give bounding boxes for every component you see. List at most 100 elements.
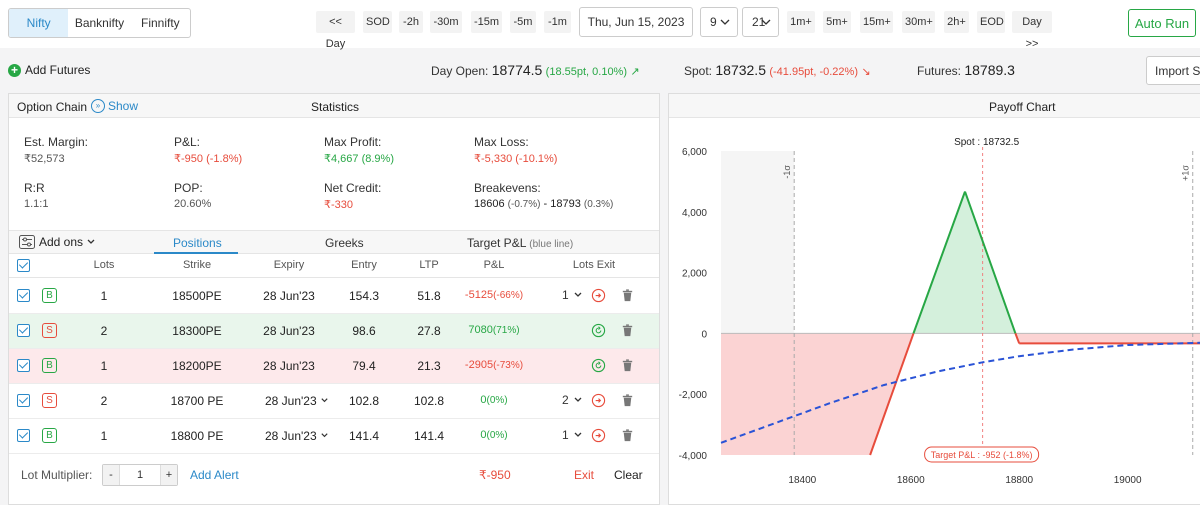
decrement-button[interactable]: - [103, 465, 119, 485]
buy-badge[interactable]: B [42, 288, 57, 303]
row-checkbox[interactable] [17, 429, 30, 442]
exit-lots-select[interactable]: 2 [562, 393, 583, 407]
table-row: S 2 18700 PE 28 Jun'23 102.8 102.8 0(0%) 2 [9, 384, 659, 419]
est-margin-value: ₹52,573 [24, 153, 65, 165]
breakeven-1-pct: (-0.7%) [507, 199, 541, 210]
trash-icon[interactable] [620, 393, 635, 408]
increment-button[interactable]: + [161, 465, 177, 485]
re-enter-icon[interactable] [591, 323, 606, 338]
minute-select[interactable]: 21 [742, 7, 779, 37]
rr-label: R:R [24, 181, 45, 195]
date-picker[interactable]: Thu, Jun 15, 2023 [579, 7, 693, 37]
plus-30m-button[interactable]: 30m+ [902, 11, 935, 33]
col-ltp: LTP [419, 259, 439, 271]
prev-day-button[interactable]: << Day [316, 11, 355, 50]
option-chain-title: Option Chain [17, 100, 88, 114]
sod-button[interactable]: SOD [363, 11, 392, 33]
re-enter-icon[interactable] [591, 358, 606, 373]
row-ltp: 141.4 [413, 429, 445, 443]
day-open-label: Day Open: [431, 64, 489, 78]
plus-circle-icon: + [8, 63, 21, 77]
exit-position-icon[interactable] [591, 393, 606, 408]
breakeven-2-value: 18793 [550, 198, 581, 210]
x-tick-label: 18800 [1005, 475, 1033, 486]
minus-30m-button[interactable]: -30m [430, 11, 462, 33]
select-all-checkbox[interactable] [17, 259, 30, 272]
auto-run-button[interactable]: Auto Run [1128, 9, 1196, 37]
trash-icon[interactable] [620, 288, 635, 303]
next-day-button[interactable]: Day >> [1012, 11, 1052, 50]
day-open-value: 18774.5 [491, 62, 543, 78]
tab-target-pnl[interactable]: Target P&L (blue line) [467, 236, 573, 250]
trash-icon[interactable] [620, 428, 635, 443]
row-expiry-select[interactable]: 28 Jun'23 [257, 429, 337, 443]
y-tick-label: 6,000 [682, 147, 707, 158]
row-expiry-select[interactable]: 28 Jun'23 [257, 394, 337, 408]
plus-15m-button[interactable]: 15m+ [860, 11, 893, 33]
tab-positions[interactable]: Positions [173, 236, 222, 250]
add-ons-dropdown[interactable]: Add ons [19, 235, 96, 249]
sell-badge[interactable]: S [42, 393, 57, 408]
sell-badge[interactable]: S [42, 323, 57, 338]
plus-1m-button[interactable]: 1m+ [787, 11, 815, 33]
max-profit-pct: (8.9%) [361, 153, 394, 165]
trash-icon[interactable] [620, 358, 635, 373]
minute-value: 21 [752, 15, 766, 29]
tab-finnifty[interactable]: Finnifty [140, 16, 180, 30]
double-chevron-icon: » [91, 99, 105, 113]
minus-1m-button[interactable]: -1m [544, 11, 571, 33]
import-button[interactable]: Import S [1146, 56, 1200, 85]
add-alert-button[interactable]: Add Alert [190, 468, 239, 482]
max-loss-label: Max Loss: [474, 135, 529, 149]
buy-badge[interactable]: B [42, 358, 57, 373]
lot-multiplier-input[interactable]: 1 [119, 465, 161, 485]
col-strike: Strike [182, 259, 212, 271]
payoff-chart[interactable]: 6,000 4,000 2,000 0 -2,000 -4,000 -1σ +1σ Spot :… [669, 119, 1200, 504]
payoff-segment [964, 191, 1017, 334]
hour-select[interactable]: 9 [700, 7, 738, 37]
eod-button[interactable]: EOD [977, 11, 1005, 33]
row-lots: 1 [100, 359, 108, 373]
clear-button[interactable]: Clear [614, 468, 643, 482]
exit-position-icon[interactable] [591, 428, 606, 443]
plus-2h-button[interactable]: 2h+ [944, 11, 969, 33]
spot-change: (-41.95pt, -0.22%) [769, 66, 858, 78]
total-pnl: ₹-950 [479, 468, 511, 482]
exit-button[interactable]: Exit [574, 468, 595, 482]
x-tick-label: 19000 [1114, 475, 1142, 486]
show-option-chain-button[interactable]: » Show [91, 99, 138, 113]
trash-icon[interactable] [620, 323, 635, 338]
row-strike: 18500PE [172, 289, 222, 303]
sliders-icon [19, 235, 35, 249]
col-lots: Lots [93, 259, 115, 271]
row-checkbox[interactable] [17, 289, 30, 302]
chevron-down-icon [321, 433, 328, 438]
exit-position-icon[interactable] [591, 288, 606, 303]
tab-nifty[interactable]: Nifty [9, 9, 69, 37]
tab-greeks[interactable]: Greeks [325, 236, 364, 250]
net-credit-label: Net Credit: [324, 181, 382, 195]
chevron-down-icon [574, 432, 582, 437]
exit-lots-select[interactable]: 1 [562, 428, 583, 442]
exit-lots-select[interactable]: 1 [562, 288, 583, 302]
profit-area [913, 191, 1016, 334]
add-futures-button[interactable]: + Add Futures [8, 63, 90, 77]
positions-table-header: Lots Strike Expiry Entry LTP P&L Lots Ex… [9, 254, 659, 278]
row-checkbox[interactable] [17, 359, 30, 372]
tab-banknifty[interactable]: Banknifty [74, 16, 125, 30]
row-checkbox[interactable] [17, 324, 30, 337]
rr-value: 1.1:1 [24, 198, 49, 210]
show-label: Show [108, 99, 139, 113]
plus-5m-button[interactable]: 5m+ [823, 11, 851, 33]
minus-5m-button[interactable]: -5m [510, 11, 536, 33]
net-credit-stat: Net Credit: ₹-330 [324, 181, 381, 211]
row-pnl-pct: (-73%) [493, 360, 524, 371]
target-label-box [924, 446, 1040, 463]
row-checkbox[interactable] [17, 394, 30, 407]
lot-multiplier-stepper: - 1 + [102, 464, 178, 486]
minus-2h-button[interactable]: -2h [399, 11, 423, 33]
y-tick-label: 2,000 [682, 269, 707, 280]
minus-15m-button[interactable]: -15m [471, 11, 502, 33]
buy-badge[interactable]: B [42, 428, 57, 443]
row-pnl-value: -5125 [464, 289, 494, 301]
